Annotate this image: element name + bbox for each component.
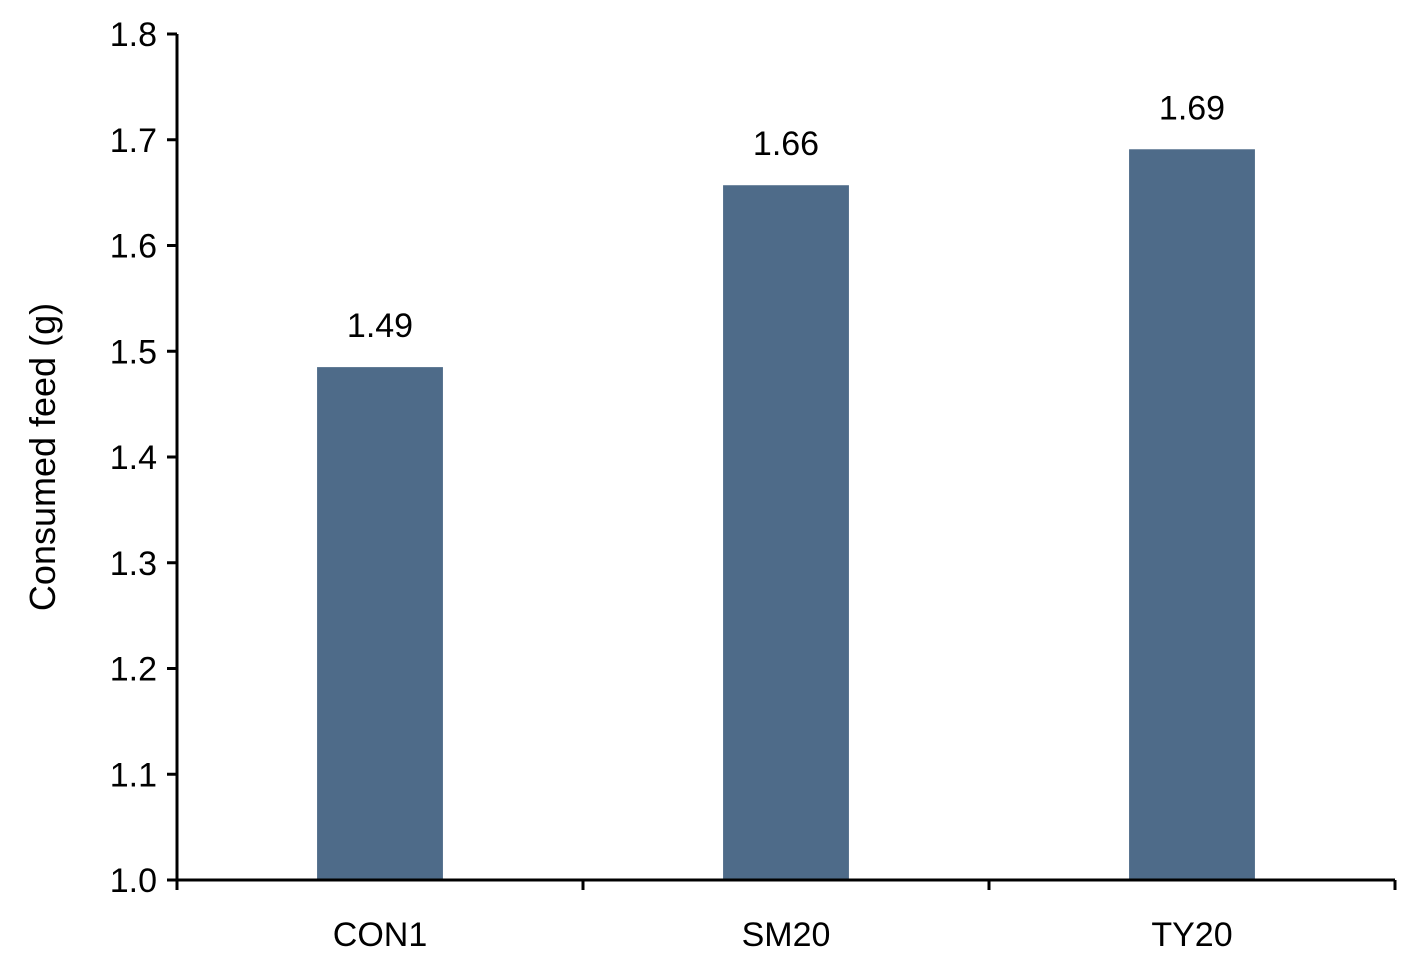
data-label: 1.49	[347, 307, 413, 345]
bar-con1	[317, 367, 443, 880]
data-labels: 1.49 1.66 1.69	[347, 89, 1225, 345]
y-tick-label: 1.8	[110, 16, 157, 54]
y-axis-title: Consumed feed (g)	[22, 303, 63, 611]
y-axis-ticks: 1.0 1.1 1.2 1.3 1.4 1.5 1.6 1.7 1.8	[110, 16, 177, 900]
y-tick-label: 1.1	[110, 756, 157, 794]
y-tick-label: 1.4	[110, 439, 157, 477]
x-axis-ticks: CON1 SM20 TY20	[175, 880, 1397, 954]
y-tick-label: 1.3	[110, 545, 157, 583]
data-label: 1.69	[1159, 89, 1225, 127]
y-tick-label: 1.7	[110, 122, 157, 160]
y-tick-label: 1.6	[110, 228, 157, 266]
x-tick-label: TY20	[1151, 916, 1232, 954]
y-tick-label: 1.2	[110, 651, 157, 689]
y-tick-label: 1.0	[110, 862, 157, 900]
x-tick-label: SM20	[742, 916, 831, 954]
bar-sm20	[723, 185, 849, 880]
data-label: 1.66	[753, 125, 819, 163]
y-tick-label: 1.5	[110, 333, 157, 371]
bar-ty20	[1129, 149, 1255, 880]
bars	[317, 149, 1255, 880]
x-tick-label: CON1	[333, 916, 427, 954]
